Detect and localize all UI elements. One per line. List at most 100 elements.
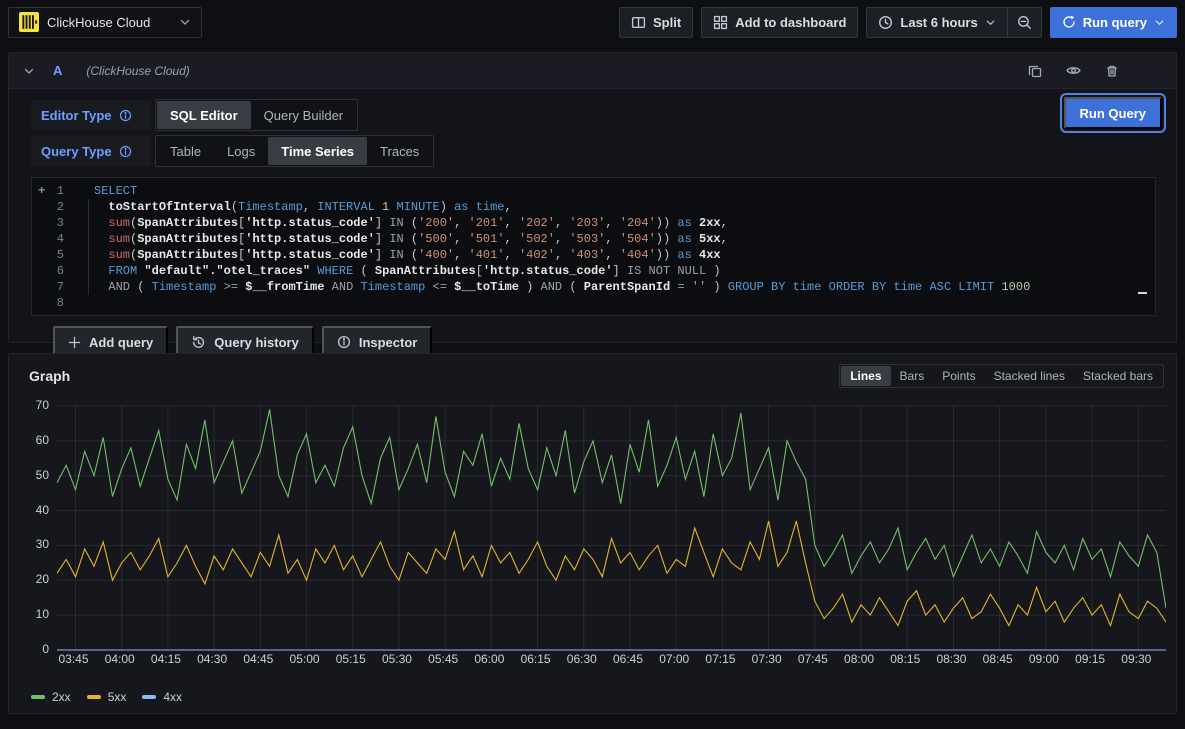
editor-type-row: Editor Type SQL Editor Query Builder Run …	[31, 93, 1167, 133]
sql-line	[94, 295, 1155, 311]
sql-line: sum(SpanAttributes['http.status_code'] I…	[108, 232, 728, 246]
chevron-down-icon	[985, 17, 996, 28]
query-type-option-time-series[interactable]: Time Series	[268, 137, 368, 165]
add-to-dashboard-button[interactable]: Add to dashboard	[701, 6, 859, 38]
y-tick-label: 0	[42, 642, 49, 656]
plot-area[interactable]	[57, 394, 1166, 656]
indent-guide	[88, 199, 89, 295]
sql-line: toStartOfInterval(Timestamp, INTERVAL 1 …	[108, 200, 512, 214]
x-tick-label: 06:00	[474, 652, 505, 666]
editor-type-option-sql-editor[interactable]: SQL Editor	[157, 101, 251, 129]
datasource-name: ClickHouse Cloud	[47, 14, 151, 30]
x-tick-label: 05:00	[289, 652, 320, 666]
graph-mode-option-points[interactable]: Points	[942, 369, 976, 383]
query-type-option-table[interactable]: Table	[170, 143, 202, 159]
y-tick-label: 60	[35, 432, 49, 447]
duplicate-query-icon[interactable]	[1021, 64, 1049, 78]
run-query-topbar-label: Run query	[1082, 14, 1147, 30]
legend-item-2xx[interactable]: 2xx	[31, 690, 71, 704]
x-tick-label: 04:45	[243, 652, 274, 666]
query-actions-row: Add query Query history Inspector	[31, 316, 1166, 358]
series-line-2xx	[57, 409, 1166, 609]
line-number: 6	[56, 264, 64, 278]
y-tick-label: 40	[35, 502, 49, 517]
sql-code-editor[interactable]: +1 2 3 4 5 6 7 8 SELECT toStartOfInterval(Times…	[31, 177, 1156, 316]
hide-response-eye-icon[interactable]	[1059, 63, 1088, 78]
time-range-label: Last 6 hours	[900, 14, 978, 30]
graph-mode-option-bars[interactable]: Bars	[899, 369, 925, 383]
collapse-chevron-icon[interactable]	[23, 65, 35, 77]
chart-legend: 2xx 5xx 4xx	[21, 690, 1164, 704]
editor-type-option-query-builder[interactable]: Query Builder	[263, 107, 344, 123]
graph-panel-title: Graph	[29, 368, 71, 384]
explore-toolbar: ClickHouse Cloud Split Add to dashboard …	[0, 0, 1185, 44]
line-number: 5	[56, 248, 64, 262]
x-tick-label: 05:30	[381, 652, 412, 666]
clock-icon	[878, 15, 893, 30]
legend-item-5xx[interactable]: 5xx	[86, 690, 127, 704]
x-tick-label: 03:45	[58, 652, 89, 666]
query-row-header[interactable]: A (ClickHouse Cloud)	[9, 53, 1176, 89]
y-tick-label: 10	[35, 607, 49, 622]
x-tick-label: 08:15	[890, 652, 921, 666]
x-tick-label: 04:30	[197, 652, 228, 666]
run-query-panel-button[interactable]: Run Query	[1059, 93, 1167, 133]
run-query-topbar-button[interactable]: Run query	[1049, 6, 1177, 38]
query-type-label-text: Query Type	[41, 143, 112, 159]
query-history-label: Query history	[214, 334, 299, 350]
datasource-picker[interactable]: ClickHouse Cloud	[8, 6, 202, 38]
x-tick-label: 08:30	[936, 652, 967, 666]
y-tick-label: 30	[35, 537, 49, 552]
line-number: 2	[56, 200, 64, 214]
editor-gutter: +1 2 3 4 5 6 7 8	[32, 178, 78, 315]
query-type-label: Query Type	[31, 136, 151, 166]
time-range-button[interactable]: Last 6 hours	[867, 8, 1006, 37]
legend-color-pill	[86, 695, 101, 699]
text-cursor	[1138, 292, 1147, 294]
add-query-button[interactable]: Add query	[53, 326, 169, 358]
x-tick-label: 06:45	[612, 652, 643, 666]
query-type-option-logs[interactable]: Logs	[227, 143, 256, 159]
delete-query-icon[interactable]	[1098, 64, 1126, 78]
history-icon	[191, 335, 206, 350]
gutter-plus-icon: +	[38, 184, 46, 198]
x-tick-label: 06:30	[566, 652, 597, 666]
line-number: 8	[56, 296, 64, 310]
sql-line: FROM "default"."otel_traces" WHERE ( Spa…	[108, 264, 721, 278]
x-tick-label: 07:00	[659, 652, 690, 666]
dashboard-grid-icon	[713, 15, 728, 30]
graph-mode-option-lines[interactable]: Lines	[841, 366, 891, 386]
split-button[interactable]: Split	[619, 6, 694, 38]
legend-label: 4xx	[163, 690, 183, 704]
sql-line: sum(SpanAttributes['http.status_code'] I…	[108, 248, 721, 262]
info-icon[interactable]	[119, 109, 132, 122]
zoom-out-time-button[interactable]	[1008, 8, 1041, 37]
query-type-row: Query Type Table Logs Time Series Traces	[31, 135, 1166, 167]
y-tick-label: 50	[35, 467, 49, 482]
zoom-out-icon	[1017, 15, 1032, 30]
graph-mode-option-stacked-bars[interactable]: Stacked bars	[1082, 369, 1153, 383]
sql-line: SELECT	[94, 184, 138, 198]
graph-mode-option-stacked-lines[interactable]: Stacked lines	[993, 369, 1065, 383]
legend-item-4xx[interactable]: 4xx	[142, 690, 182, 704]
info-icon[interactable]	[119, 145, 132, 158]
x-tick-label: 04:15	[150, 652, 181, 666]
time-series-chart[interactable]: 0 10 20 30 40 50 60 70 03:45 04:00 04:15 04:30 04:45…	[21, 394, 1166, 678]
x-tick-label: 08:45	[982, 652, 1013, 666]
inspector-button[interactable]: Inspector	[321, 326, 433, 358]
query-ref-id: A	[53, 63, 63, 78]
query-type-segmented: Table Logs Time Series Traces	[155, 135, 435, 167]
drag-handle-icon[interactable]	[1136, 64, 1162, 78]
legend-color-pill	[31, 695, 45, 699]
line-number: 7	[56, 280, 64, 294]
query-type-option-traces[interactable]: Traces	[380, 143, 420, 159]
add-query-label: Add query	[89, 334, 154, 350]
series-line-5xx	[57, 520, 1166, 628]
graph-mode-segmented: Lines Bars Points Stacked lines Stacked bars	[839, 364, 1164, 388]
sql-code[interactable]: SELECT toStartOfInterval(Timestamp, INTE…	[78, 178, 1155, 315]
x-tick-label: 05:45	[428, 652, 459, 666]
editor-type-label-text: Editor Type	[41, 107, 112, 123]
legend-label: 5xx	[107, 690, 127, 704]
add-to-dashboard-label: Add to dashboard	[735, 14, 847, 30]
query-datasource-hint: (ClickHouse Cloud)	[86, 63, 190, 78]
